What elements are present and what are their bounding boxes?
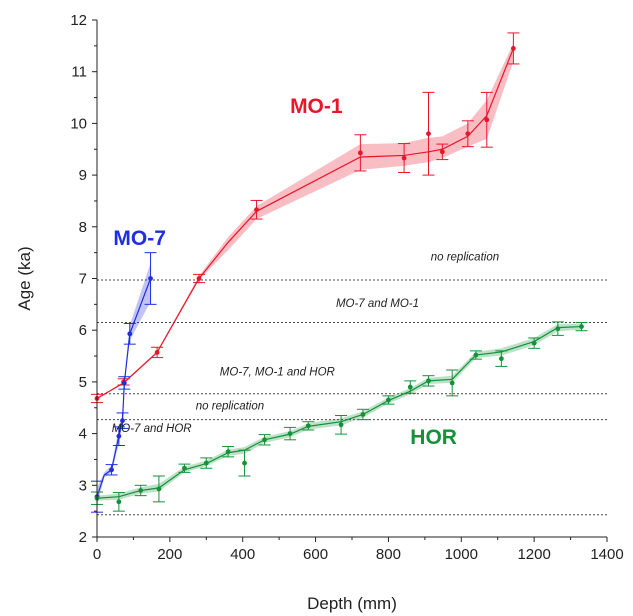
data-point (531, 340, 537, 346)
x-tick-label: 800 (376, 546, 401, 563)
annotation: MO-7 and HOR (112, 423, 192, 435)
model-line (96, 325, 582, 499)
data-point (357, 150, 363, 156)
y-tick-label: 8 (79, 219, 87, 236)
data-point (426, 378, 431, 384)
data-point (426, 131, 431, 137)
data-point (498, 356, 504, 362)
series-label: MO-1 (290, 95, 343, 118)
data-point (401, 155, 407, 161)
y-tick-label: 7 (79, 271, 87, 288)
data-point (254, 207, 259, 213)
data-point (360, 412, 366, 417)
y-tick-label: 2 (79, 529, 87, 546)
x-tick-label: 1000 (445, 546, 478, 563)
x-axis-title: Depth (mm) (307, 594, 397, 613)
y-tick-label: 3 (79, 477, 87, 494)
data-point (156, 486, 162, 492)
annotations: no replication MO-7 and MO-1 MO-7, MO-1 an… (112, 251, 499, 435)
y-axis-title: Age (ka) (15, 246, 34, 310)
data-point (242, 460, 247, 466)
data-point (225, 449, 231, 455)
data-point (473, 352, 479, 358)
x-axis-ticks: 0 200 400 600 800 1000 1200 1400 (93, 537, 624, 563)
data-point (109, 467, 114, 473)
data-point (138, 488, 144, 493)
data-point (439, 149, 445, 155)
y-tick-label: 10 (70, 115, 87, 132)
x-tick-label: 1400 (590, 546, 623, 563)
data-point (579, 324, 584, 329)
data-point (287, 431, 293, 436)
y-tick-label: 4 (79, 426, 87, 443)
data-points (94, 46, 584, 505)
y-tick-label: 6 (79, 322, 87, 339)
data-point (121, 380, 127, 386)
data-point (262, 437, 267, 443)
x-tick-label: 400 (230, 546, 255, 563)
data-point (338, 422, 344, 428)
annotation: MO-7, MO-1 and HOR (220, 367, 335, 379)
model-bands (97, 43, 582, 506)
data-point (196, 276, 202, 281)
y-axis-ticks: 2 3 4 5 6 7 8 9 10 11 12 (70, 12, 97, 546)
data-point (203, 460, 209, 466)
data-point (305, 423, 311, 429)
data-point (116, 499, 122, 505)
annotation: no replication (431, 251, 499, 263)
data-point (386, 397, 391, 403)
data-point (407, 384, 413, 390)
y-tick-label: 9 (79, 167, 87, 184)
data-point (555, 326, 561, 332)
model-band (97, 323, 582, 501)
y-tick-label: 11 (71, 64, 87, 81)
data-point (182, 465, 187, 471)
x-tick-label: 0 (93, 546, 101, 563)
y-tick-label: 5 (79, 374, 87, 391)
model-band (97, 262, 151, 506)
data-point (116, 433, 122, 439)
x-tick-label: 200 (157, 546, 182, 563)
data-point (484, 117, 490, 123)
data-point (148, 276, 153, 281)
x-tick-label: 600 (303, 546, 328, 563)
data-point (154, 350, 160, 355)
data-point (449, 380, 455, 386)
series-label: MO-7 (113, 227, 165, 250)
data-point (127, 331, 133, 337)
annotation: no replication (196, 400, 264, 412)
series-label: HOR (410, 426, 457, 449)
data-point (465, 131, 471, 137)
y-tick-label: 12 (70, 12, 87, 29)
data-point (510, 46, 516, 51)
series-labels: MO-1 MO-7 HOR (113, 95, 457, 449)
reference-lines (97, 279, 607, 516)
annotation: MO-7 and MO-1 (336, 298, 419, 310)
axes (96, 20, 607, 538)
data-point (120, 418, 125, 424)
x-tick-label: 1200 (517, 546, 550, 563)
